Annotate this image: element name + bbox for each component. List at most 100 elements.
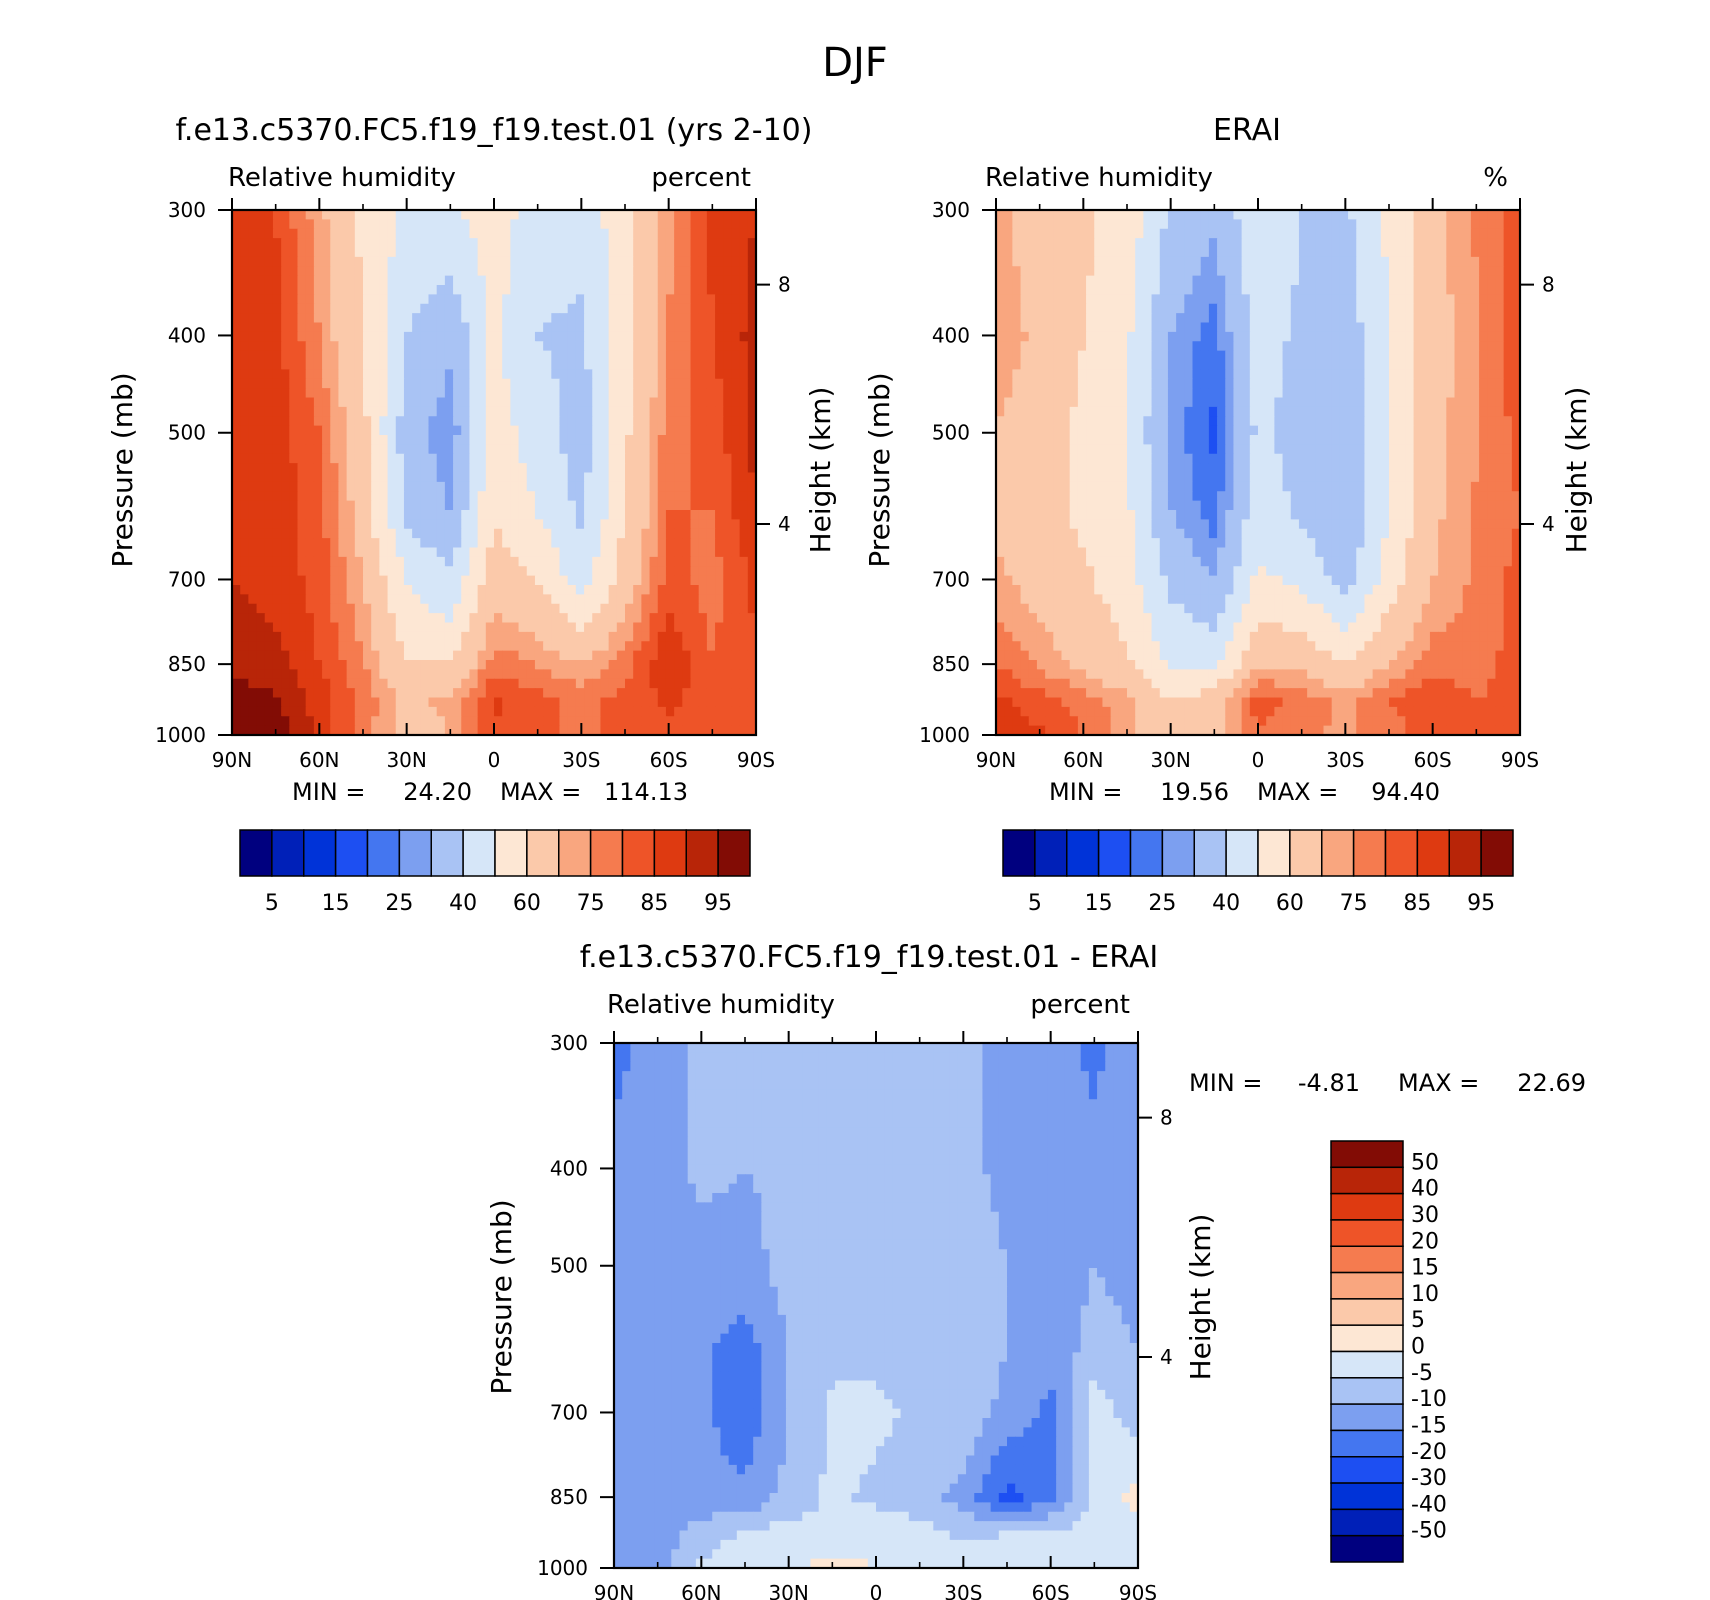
field-cell <box>371 416 380 427</box>
field-cell <box>715 238 724 249</box>
field-cell <box>1053 331 1063 342</box>
field-cell <box>297 266 307 277</box>
field-cell <box>354 238 364 249</box>
field-cell <box>1167 303 1177 314</box>
field-cell <box>674 594 683 605</box>
field-cell <box>534 547 544 558</box>
field-cell <box>256 472 266 483</box>
field-cell <box>240 275 249 286</box>
field-cell <box>682 285 692 295</box>
field-cell <box>297 716 307 727</box>
field-cell <box>1241 219 1251 230</box>
field-cell <box>600 256 610 267</box>
field-cell <box>1159 360 1169 370</box>
field-cell <box>387 622 397 633</box>
field-cell <box>395 510 405 520</box>
field-cell <box>739 631 749 642</box>
field-cell <box>698 388 708 399</box>
field-cell <box>338 725 348 736</box>
field-cell <box>1421 247 1431 258</box>
field-cell <box>1446 341 1456 352</box>
field-cell <box>469 631 479 642</box>
field-cell <box>363 697 372 708</box>
field-cell <box>698 641 708 652</box>
field-cell <box>706 556 716 567</box>
field-cell <box>502 303 511 314</box>
field-cell <box>387 669 397 680</box>
field-cell <box>453 247 462 258</box>
field-cell <box>1077 210 1087 220</box>
field-cell <box>706 397 716 408</box>
field-cell <box>641 331 651 342</box>
field-cell <box>379 491 389 502</box>
field-cell <box>1315 285 1325 295</box>
colorbar-box <box>462 829 496 877</box>
field-cell <box>1339 322 1349 333</box>
field-cell <box>379 425 389 436</box>
field-cell <box>526 650 536 661</box>
field-cell <box>551 416 561 427</box>
field-cell <box>461 472 471 483</box>
field-cell <box>1086 341 1095 352</box>
field-cell <box>1405 388 1415 399</box>
field-cell <box>444 266 454 277</box>
field-cell <box>272 322 282 333</box>
field-cell <box>379 716 389 727</box>
field-cell <box>444 706 454 717</box>
field-cell <box>1331 350 1341 361</box>
field-cell <box>706 228 716 239</box>
field-cell <box>1077 303 1087 314</box>
field-cell <box>1020 266 1030 277</box>
field-cell <box>412 472 421 483</box>
field-cell <box>600 378 610 389</box>
field-cell <box>665 397 675 408</box>
field-cell <box>281 566 290 577</box>
field-cell <box>698 706 708 717</box>
field-cell <box>461 641 471 652</box>
field-cell <box>346 585 356 595</box>
field-cell <box>313 472 323 483</box>
field-cell <box>1217 210 1226 220</box>
field-cell <box>248 697 258 708</box>
field-cell <box>289 322 299 333</box>
field-cell <box>592 360 602 370</box>
field-cell <box>690 228 700 239</box>
field-cell <box>502 697 511 708</box>
field-cell <box>248 378 258 389</box>
field-cell <box>682 631 692 642</box>
field-cell <box>403 360 413 370</box>
field-cell <box>1028 303 1038 314</box>
field-cell <box>240 481 249 492</box>
field-cell <box>1429 247 1439 258</box>
field-cell <box>510 331 520 342</box>
field-cell <box>1479 285 1488 295</box>
field-cell <box>1380 238 1390 249</box>
field-cell <box>641 388 651 399</box>
field-cell <box>248 388 258 399</box>
field-cell <box>1405 210 1415 220</box>
field-cell <box>723 660 733 670</box>
field-cell <box>477 519 487 530</box>
field-cell <box>1389 247 1398 258</box>
field-cell <box>232 631 241 642</box>
field-cell <box>657 444 667 455</box>
field-cell <box>1511 256 1521 267</box>
field-cell <box>469 219 479 230</box>
field-cell <box>543 266 552 277</box>
field-cell <box>313 481 323 492</box>
field-cell <box>1298 397 1308 408</box>
field-cell <box>698 669 708 680</box>
field-cell <box>649 575 659 586</box>
field-cell <box>649 519 659 530</box>
field-cell <box>543 275 552 286</box>
field-cell <box>256 519 266 530</box>
field-cell <box>698 350 708 361</box>
field-cell <box>338 660 348 670</box>
field-cell <box>264 688 274 699</box>
field-cell <box>616 228 626 239</box>
field-cell <box>1323 247 1333 258</box>
field-cell <box>1241 228 1251 239</box>
field-cell <box>1102 247 1112 258</box>
field-cell <box>461 416 471 427</box>
field-cell <box>363 519 372 530</box>
